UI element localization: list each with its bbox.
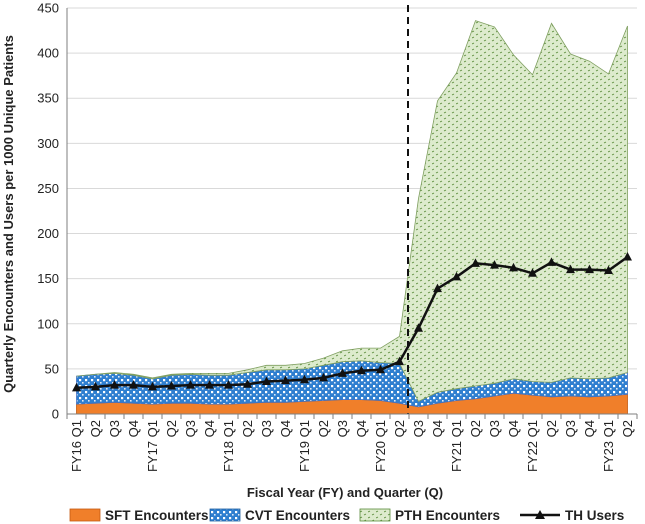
th-users-marker xyxy=(72,382,81,392)
x-axis-title: Fiscal Year (FY) and Quarter (Q) xyxy=(247,485,443,500)
y-tick-label: 50 xyxy=(45,361,59,376)
x-tick-label: Q2 xyxy=(392,420,407,437)
gridlines xyxy=(67,7,637,370)
y-axis-title: Quarterly Encounters and Users per 1000 … xyxy=(1,35,16,393)
th-users-marker xyxy=(566,264,575,274)
x-tick-label: Q3 xyxy=(335,420,350,437)
y-tick-label: 450 xyxy=(37,1,59,16)
x-tick-label: Q4 xyxy=(126,420,141,437)
legend-label-cvt: CVT Encounters xyxy=(245,508,350,523)
th-users-marker xyxy=(490,260,499,269)
area-pth-encounters xyxy=(76,20,628,402)
x-tick-label: Q2 xyxy=(316,420,331,437)
th-users-marker xyxy=(509,262,518,272)
y-ticks: 0 50 100 150 200 250 300 350 400 450 xyxy=(37,1,59,422)
th-users-marker xyxy=(167,381,176,390)
th-users-line xyxy=(76,255,629,390)
x-tick-label: FY16 Q1 xyxy=(69,420,84,472)
th-users-marker xyxy=(414,323,423,332)
legend-label-sft: SFT Encounters xyxy=(105,508,209,523)
th-users-marker xyxy=(585,264,594,274)
th-users-marker xyxy=(148,381,157,391)
th-users-marker xyxy=(129,380,138,389)
x-tick-label: Q3 xyxy=(487,420,502,437)
plot-areas xyxy=(76,20,628,415)
th-users-marker xyxy=(205,380,214,389)
x-tick-label: Q2 xyxy=(620,420,635,437)
x-tick-label: FY21 Q1 xyxy=(449,420,464,472)
th-users-marker xyxy=(357,365,366,375)
x-tick-label: Q2 xyxy=(468,420,483,437)
th-users-marker xyxy=(452,271,461,281)
x-tick-label: FY19 Q1 xyxy=(297,420,312,472)
x-tick-label: Q3 xyxy=(563,420,578,437)
th-users-marker xyxy=(300,374,309,384)
y-tick-label: 300 xyxy=(37,136,59,151)
y-tick-label: 400 xyxy=(37,46,59,61)
x-tick-label: Q4 xyxy=(430,420,445,437)
th-users-marker xyxy=(433,283,442,293)
x-tick-label: Q2 xyxy=(88,420,103,437)
x-tick-label: Q4 xyxy=(582,420,597,437)
x-tick-label: Q3 xyxy=(411,420,426,437)
x-ticks: FY16 Q1 Q2 Q3 Q4 FY17 Q1 Q2 Q3 Q4 FY18 Q1 Q2 Q3 Q4 F… xyxy=(66,414,638,472)
x-tick-label: Q2 xyxy=(240,420,255,437)
th-users-marker xyxy=(110,380,119,389)
th-users-marker xyxy=(243,379,252,388)
x-tick-label: Q4 xyxy=(278,420,293,437)
x-tick-label: Q4 xyxy=(506,420,521,437)
x-tick-label: Q4 xyxy=(354,420,369,437)
y-tick-label: 0 xyxy=(52,407,59,422)
th-users-marker xyxy=(338,368,347,377)
y-tick-label: 200 xyxy=(37,226,59,241)
th-users-marker xyxy=(224,380,233,389)
x-tick-label: FY20 Q1 xyxy=(373,420,388,472)
th-users-marker xyxy=(471,258,480,267)
x-tick-label: Q4 xyxy=(202,420,217,437)
th-users-marker xyxy=(604,265,613,275)
x-tick-label: Q2 xyxy=(544,420,559,437)
legend-swatch-sft xyxy=(69,508,101,522)
x-tick-label: FY18 Q1 xyxy=(221,420,236,472)
th-users-marker xyxy=(262,376,271,386)
th-users-marker xyxy=(395,356,404,366)
legend-label-pth: PTH Encounters xyxy=(395,508,500,523)
y-tick-label: 150 xyxy=(37,271,59,286)
th-users-marker xyxy=(623,252,632,261)
th-users-series xyxy=(72,252,632,392)
x-tick-label: Q3 xyxy=(107,420,122,437)
x-tick-label: FY17 Q1 xyxy=(145,420,160,472)
y-tick-label: 350 xyxy=(37,91,59,106)
legend-swatch-cvt xyxy=(209,508,241,522)
y-tick-label: 250 xyxy=(37,181,59,196)
x-tick-label: FY23 Q1 xyxy=(601,420,616,472)
th-users-marker xyxy=(319,372,328,382)
y-tick-label: 100 xyxy=(37,316,59,331)
x-tick-label: FY22 Q1 xyxy=(525,420,540,472)
th-users-marker xyxy=(186,380,195,389)
th-users-marker xyxy=(91,381,100,391)
x-tick-label: Q2 xyxy=(164,420,179,437)
th-users-marker xyxy=(281,375,290,385)
legend-label-th: TH Users xyxy=(565,508,624,523)
x-tick-label: Q3 xyxy=(183,420,198,437)
th-users-marker xyxy=(547,257,556,266)
th-users-marker xyxy=(376,364,385,374)
x-tick-label: Q3 xyxy=(259,420,274,437)
legend: SFT Encounters CVT Encounters PTH Encoun… xyxy=(69,508,624,523)
legend-marker-th xyxy=(535,510,545,519)
th-users-marker xyxy=(528,268,537,277)
legend-swatch-pth xyxy=(359,508,391,522)
